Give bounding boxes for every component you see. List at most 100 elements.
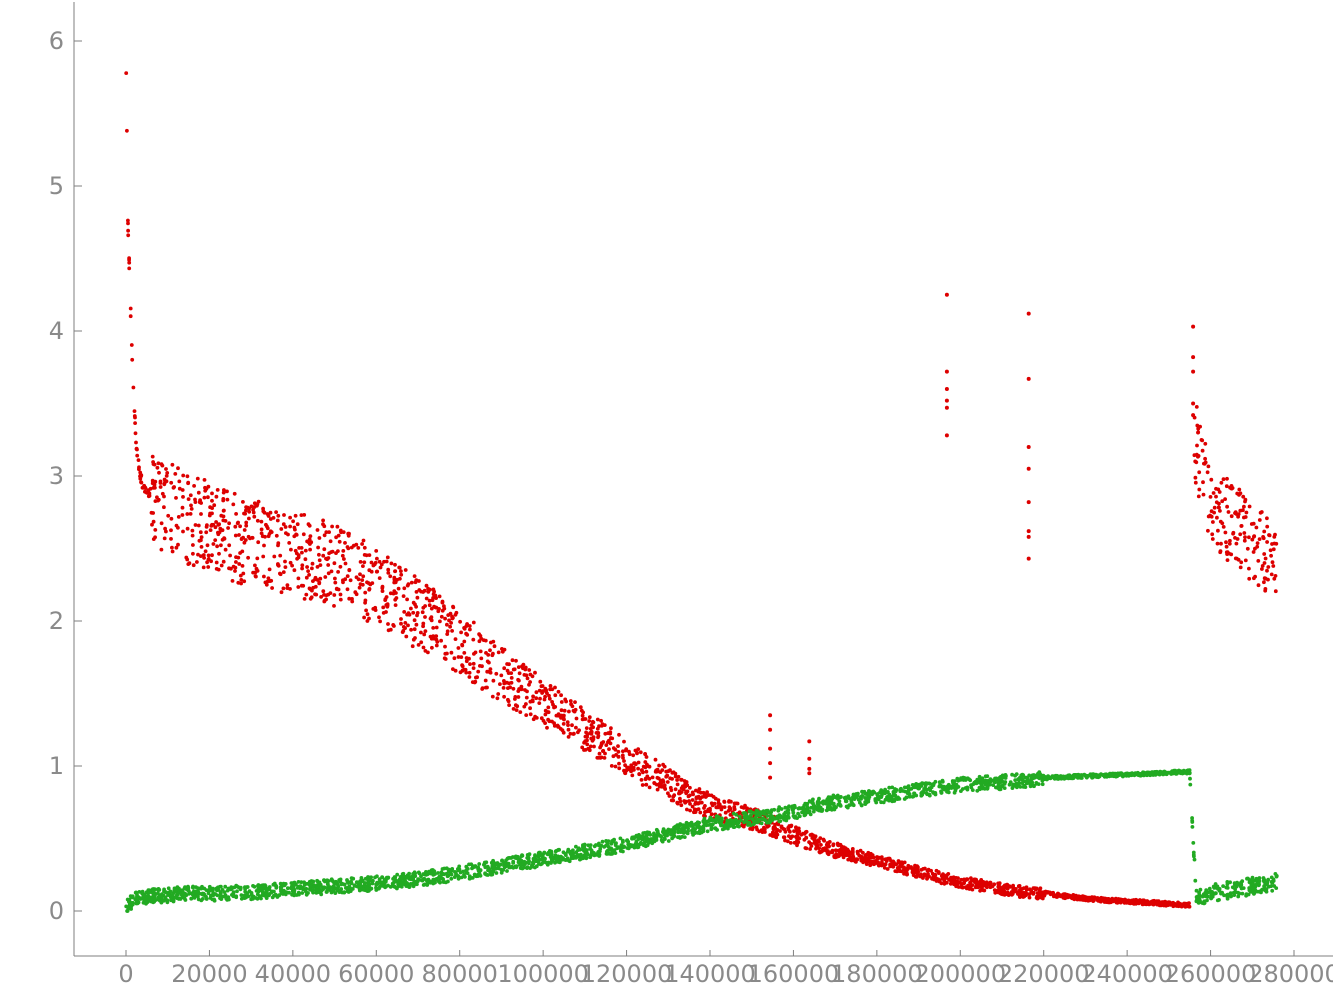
- data-point: [691, 826, 696, 831]
- data-point: [1269, 572, 1274, 577]
- data-point: [629, 763, 634, 768]
- data-point: [722, 805, 727, 809]
- data-point: [847, 796, 852, 801]
- data-point: [337, 539, 342, 544]
- data-point: [264, 893, 268, 897]
- data-point: [162, 494, 166, 499]
- data-point: [731, 825, 736, 829]
- data-point: [650, 775, 655, 780]
- data-point: [494, 871, 499, 875]
- data-point: [286, 532, 290, 537]
- data-point: [1227, 541, 1232, 546]
- data-point: [429, 615, 434, 620]
- data-point: [371, 607, 376, 611]
- data-point: [419, 640, 424, 645]
- data-point: [517, 671, 522, 676]
- data-point: [207, 513, 212, 518]
- data-point: [234, 560, 238, 564]
- data-point: [221, 514, 226, 519]
- data-point: [1242, 515, 1246, 520]
- data-point: [420, 610, 425, 615]
- data-point: [249, 891, 254, 895]
- data-point: [301, 532, 306, 537]
- data-point: [778, 819, 783, 823]
- data-point: [225, 497, 230, 502]
- data-point: [511, 667, 516, 672]
- data-point: [927, 793, 932, 798]
- data-point: [621, 838, 625, 843]
- data-point: [803, 846, 808, 850]
- data-point: [723, 823, 727, 828]
- data-point: [1245, 876, 1249, 881]
- data-point: [636, 747, 641, 751]
- data-point: [153, 485, 157, 490]
- data-point: [313, 592, 317, 597]
- data-point: [937, 780, 942, 785]
- data-point: [1257, 876, 1262, 880]
- data-point: [338, 592, 343, 597]
- data-point: [403, 626, 407, 630]
- outlier-point: [944, 369, 949, 374]
- data-point: [566, 723, 570, 727]
- data-point: [627, 842, 632, 847]
- data-point: [1017, 783, 1021, 788]
- data-point: [665, 780, 670, 784]
- data-point: [1252, 534, 1256, 539]
- data-point: [1224, 544, 1229, 549]
- data-point: [267, 567, 272, 572]
- data-point: [818, 836, 823, 840]
- data-point: [1234, 541, 1239, 546]
- data-point: [202, 556, 207, 560]
- data-point: [191, 543, 195, 547]
- data-point: [1219, 480, 1224, 485]
- data-point: [204, 530, 209, 535]
- data-point: [378, 619, 382, 624]
- outlier-point: [944, 398, 949, 403]
- data-point: [190, 528, 195, 533]
- data-point: [581, 710, 585, 715]
- outlier-point: [1191, 401, 1196, 406]
- data-point: [1197, 487, 1202, 492]
- data-point: [419, 874, 423, 879]
- data-point: [1205, 894, 1210, 899]
- data-point: [212, 503, 217, 508]
- data-point: [212, 897, 217, 902]
- data-point: [202, 495, 207, 500]
- data-point: [266, 576, 271, 581]
- data-point: [709, 827, 714, 832]
- data-point: [202, 478, 207, 482]
- data-point: [128, 314, 133, 319]
- data-point: [281, 570, 286, 574]
- data-point: [133, 415, 137, 420]
- data-point: [1265, 516, 1269, 521]
- data-point: [1190, 820, 1195, 824]
- data-point: [269, 578, 274, 583]
- data-point: [891, 790, 896, 794]
- data-point: [1269, 553, 1273, 558]
- data-point: [388, 885, 393, 889]
- data-point: [742, 820, 746, 825]
- data-point: [1090, 775, 1094, 780]
- data-point: [716, 805, 721, 810]
- data-point: [583, 849, 588, 854]
- data-point: [201, 565, 206, 570]
- data-point: [1239, 560, 1244, 565]
- data-point: [521, 666, 525, 671]
- data-point: [427, 598, 432, 603]
- data-point: [192, 889, 196, 894]
- data-point: [734, 812, 739, 817]
- data-point: [329, 569, 334, 574]
- data-point: [317, 558, 322, 563]
- data-point: [189, 503, 193, 508]
- data-point: [699, 790, 703, 795]
- data-point: [855, 857, 860, 862]
- data-point: [763, 830, 767, 834]
- data-point: [310, 566, 314, 571]
- data-point: [252, 884, 257, 889]
- data-point: [196, 552, 200, 557]
- data-point: [1022, 886, 1026, 890]
- data-point: [714, 820, 718, 824]
- data-point: [939, 790, 944, 795]
- data-point: [255, 518, 260, 523]
